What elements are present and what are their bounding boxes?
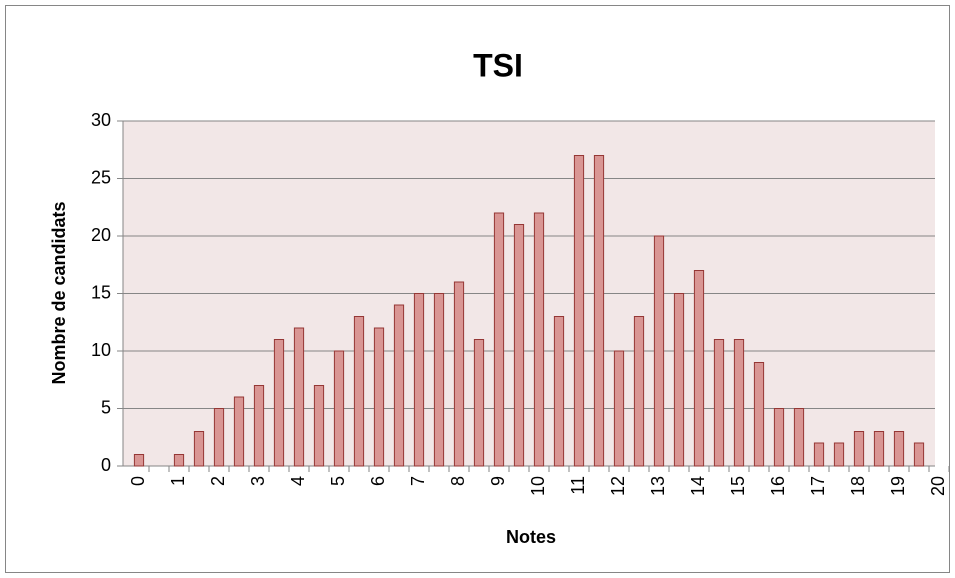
- y-tick-label: 20: [91, 225, 111, 245]
- bar: [473, 339, 485, 467]
- y-tick-label: 10: [91, 340, 111, 360]
- x-tick-label: 10: [528, 476, 548, 496]
- y-tick-label: 15: [91, 282, 111, 302]
- bar: [893, 431, 905, 467]
- bar: [133, 454, 145, 467]
- bar: [393, 304, 405, 467]
- bar: [233, 396, 245, 467]
- bar: [293, 327, 305, 467]
- bar: [813, 442, 825, 467]
- bar: [453, 281, 465, 467]
- y-tick-label: 25: [91, 167, 111, 187]
- bar: [873, 431, 885, 467]
- bar: [333, 350, 345, 467]
- bar: [733, 339, 745, 467]
- bar: [773, 408, 785, 467]
- x-tick-label: 2: [208, 476, 228, 486]
- x-tick-label: 17: [808, 476, 828, 496]
- x-tick-label: 8: [448, 476, 468, 486]
- bar: [613, 350, 625, 467]
- bar: [753, 362, 765, 467]
- bar: [513, 224, 525, 467]
- bar: [373, 327, 385, 467]
- x-tick-label: 16: [768, 476, 788, 496]
- bar: [853, 431, 865, 467]
- x-tick-label: 7: [408, 476, 428, 486]
- bar: [533, 212, 545, 467]
- x-tick-label: 11: [568, 476, 588, 495]
- bar: [273, 339, 285, 467]
- bar: [793, 408, 805, 467]
- x-tick-label: 9: [488, 476, 508, 486]
- x-tick-label: 14: [688, 476, 708, 496]
- y-tick-label: 5: [101, 397, 111, 417]
- x-tick-label: 1: [168, 476, 188, 486]
- bar: [433, 293, 445, 467]
- x-tick-label: 13: [648, 476, 668, 496]
- bar: [913, 442, 925, 467]
- bar: [653, 235, 665, 467]
- x-tick-label: 20: [928, 476, 948, 496]
- x-tick-label: 18: [848, 476, 868, 496]
- x-tick-label: 5: [328, 476, 348, 486]
- bar: [193, 431, 205, 467]
- bar: [693, 270, 705, 467]
- bar: [633, 316, 645, 467]
- bar: [313, 385, 325, 467]
- bar: [713, 339, 725, 467]
- bar: [573, 155, 585, 467]
- bar: [253, 385, 265, 467]
- x-tick-label: 6: [368, 476, 388, 486]
- bar: [673, 293, 685, 467]
- x-tick-label: 15: [728, 476, 748, 496]
- x-tick-label: 19: [888, 476, 908, 496]
- x-tick-label: 0: [128, 476, 148, 486]
- y-tick-label: 30: [91, 110, 111, 130]
- x-tick-label: 12: [608, 476, 628, 496]
- x-tick-label: 3: [248, 476, 268, 486]
- bar: [593, 155, 605, 467]
- bar: [553, 316, 565, 467]
- y-axis-label: Nombre de candidats: [49, 201, 69, 384]
- bar: [493, 212, 505, 467]
- x-axis-label: Notes: [506, 527, 556, 547]
- bar: [413, 293, 425, 467]
- y-tick-label: 0: [101, 455, 111, 475]
- x-tick-label: 4: [288, 476, 308, 486]
- bar: [173, 454, 185, 467]
- chart-title: TSI: [473, 47, 523, 83]
- bar: [353, 316, 365, 467]
- bar: [833, 442, 845, 467]
- bar: [213, 408, 225, 467]
